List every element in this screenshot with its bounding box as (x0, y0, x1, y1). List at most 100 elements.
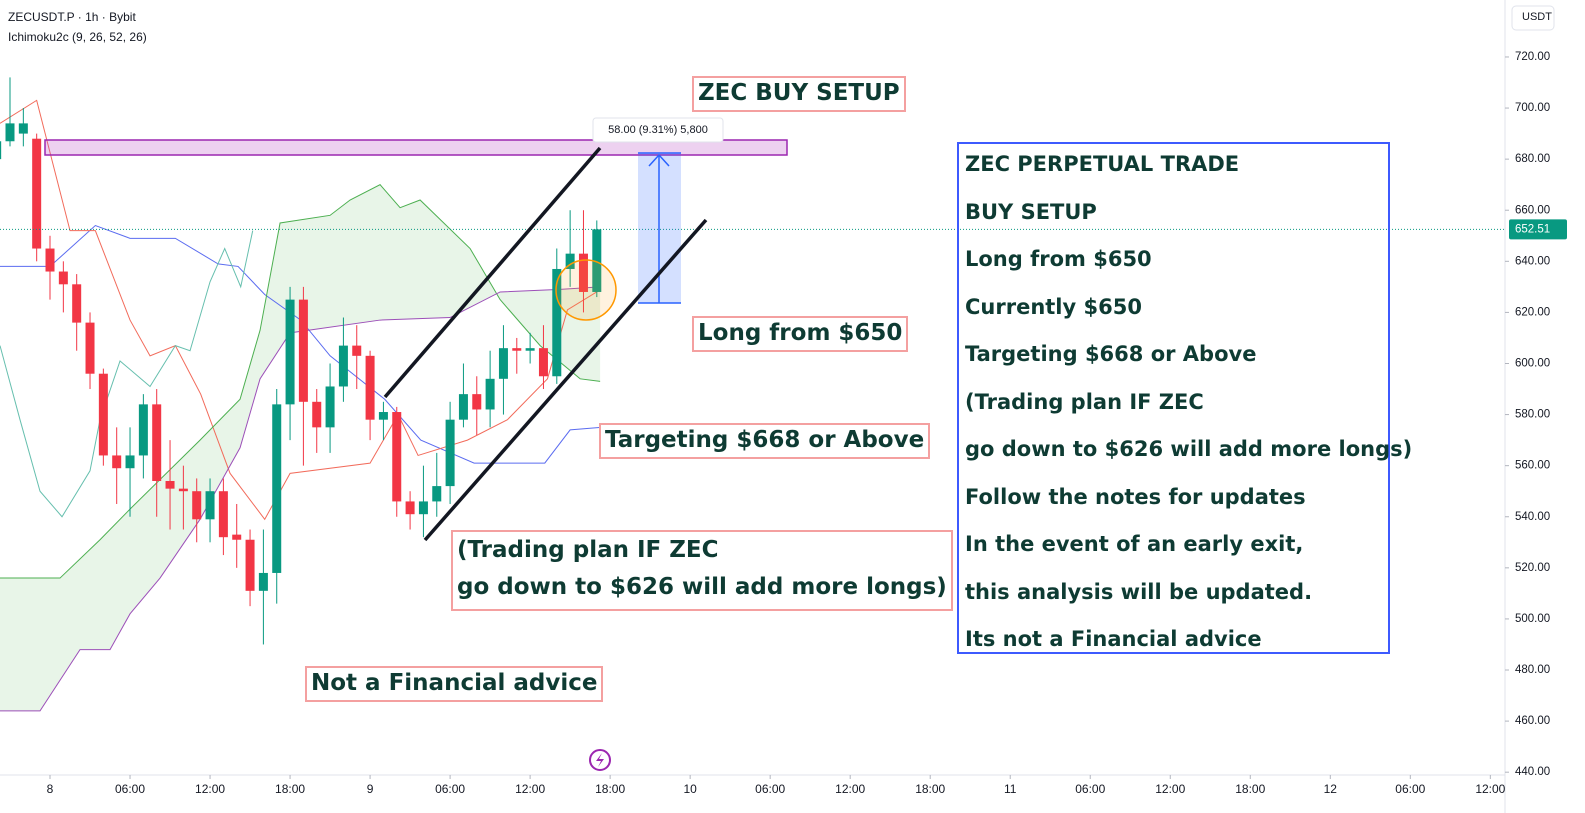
x-tick-label: 12:00 (195, 782, 225, 796)
y-tick-label: 620.00 (1515, 306, 1550, 318)
currency-button[interactable] (1511, 5, 1555, 31)
y-tick-label: 640.00 (1515, 255, 1550, 267)
y-tick-label: 580.00 (1515, 409, 1550, 421)
highlight-circle (555, 259, 617, 321)
indicator-line (0, 286, 601, 712)
x-tick-label: 12 (1324, 782, 1338, 796)
candle-body (192, 491, 202, 520)
info-line: (Trading plan IF ZEC (965, 389, 1204, 414)
candle-body (432, 486, 442, 502)
candle-body (72, 284, 82, 323)
x-tick-label: 10 (683, 782, 697, 796)
cloud-fill (0, 184, 601, 711)
measure-label-box (592, 117, 724, 143)
x-tick-label: 12:00 (1475, 782, 1505, 796)
candle-body (538, 348, 548, 377)
candle-body (58, 271, 68, 285)
note-plan-line: (Trading plan IF ZEC (457, 537, 719, 563)
last-price-label: 652.51 (1515, 223, 1550, 235)
indicator-line (0, 230, 254, 518)
note-disclaimer: Not a Financial advice (305, 666, 604, 702)
x-tick-label: 06:00 (755, 782, 785, 796)
candle-body (232, 534, 242, 540)
x-tick-label: 12:00 (515, 782, 545, 796)
candle-body (18, 123, 28, 134)
event-icon-bolt (596, 753, 604, 767)
axes: 440.00 460.00 480.00 500.00 520.00 540.00 560.… (47, 51, 1567, 796)
y-tick-label: 720.00 (1515, 51, 1550, 63)
x-tick-label: 9 (367, 782, 374, 796)
candle-body (0, 141, 2, 160)
indicator-line (0, 184, 601, 579)
candle-body (178, 488, 188, 492)
candle-body (525, 348, 535, 351)
trend-line (383, 146, 602, 399)
candle-body (138, 404, 148, 456)
y-tick-label: 480.00 (1515, 664, 1550, 676)
candle-body (458, 394, 468, 420)
info-line: ZEC PERPETUAL TRADE (965, 152, 1240, 176)
measure-label: 58.00 (9.31%) 5,800 (608, 124, 708, 136)
note-plan-line: go down to $626 will add more longs) (457, 574, 947, 600)
y-tick-label: 560.00 (1515, 460, 1550, 472)
x-tick-label: 06:00 (435, 782, 465, 796)
measure-arrowhead (648, 153, 670, 167)
x-tick-label: 18:00 (915, 782, 945, 796)
candle-body (592, 229, 602, 292)
candle-body (405, 501, 415, 515)
plot-area (0, 77, 1505, 712)
indicator-line (0, 224, 601, 464)
event-icon[interactable] (589, 749, 611, 771)
y-tick-label: 660.00 (1515, 204, 1550, 216)
x-tick-label: 8 (47, 782, 54, 796)
resistance-zone (44, 139, 788, 156)
x-tick-label: 12:00 (835, 782, 865, 796)
candle-body (312, 401, 322, 428)
candle-body (485, 378, 495, 410)
y-tick-label: 540.00 (1515, 511, 1550, 523)
candle-body (125, 455, 135, 469)
candle-body (378, 412, 388, 420)
x-tick-label: 11 (1004, 782, 1017, 796)
candle-body (352, 345, 362, 356)
info-line: BUY SETUP (965, 199, 1097, 224)
note-title: ZEC BUY SETUP (692, 76, 906, 112)
candle-body (578, 253, 588, 292)
indicator: Ichimoku2c (9, 26, 52, 26) (8, 30, 147, 44)
note-target: Targeting $668 or Above (599, 423, 931, 459)
candle-body (165, 480, 175, 489)
note-plan: (Trading plan IF ZEC go down to $626 wil… (451, 530, 953, 611)
candle-body (552, 268, 562, 377)
info-line: go down to $626 will add more longs) (965, 437, 1413, 461)
candle-body (32, 138, 42, 249)
info-line: Its not a Financial advice (965, 627, 1262, 651)
y-tick-label: 520.00 (1515, 562, 1550, 574)
info-line: Currently $650 (965, 294, 1142, 319)
candle-body (472, 394, 482, 410)
symbol: ZECUSDT.P · 1h · Bybit (8, 10, 136, 24)
candle-body (325, 386, 335, 428)
candle-body (205, 491, 215, 520)
candle-body (418, 501, 428, 515)
x-tick-label: 18:00 (1235, 782, 1265, 796)
candle-body (152, 404, 162, 481)
candle-body (5, 123, 15, 142)
candle-body (512, 348, 522, 351)
candle-body (85, 322, 95, 374)
note-long: Long from $650 (692, 316, 909, 352)
candle-body (112, 455, 122, 469)
info-line: Follow the notes for updates (965, 484, 1306, 509)
candle-body (245, 539, 255, 591)
last-price-tag (1509, 219, 1567, 240)
candle-body (258, 572, 268, 591)
y-tick-label: 680.00 (1515, 153, 1550, 165)
indicator-line (0, 99, 602, 521)
y-tick-label: 460.00 (1515, 715, 1550, 727)
y-tick-label: 440.00 (1515, 766, 1550, 778)
info-line: Targeting $668 or Above (965, 342, 1257, 366)
candle-body (298, 299, 308, 402)
info-line: this analysis will be updated. (965, 579, 1313, 604)
y-tick-label: 600.00 (1515, 358, 1550, 370)
